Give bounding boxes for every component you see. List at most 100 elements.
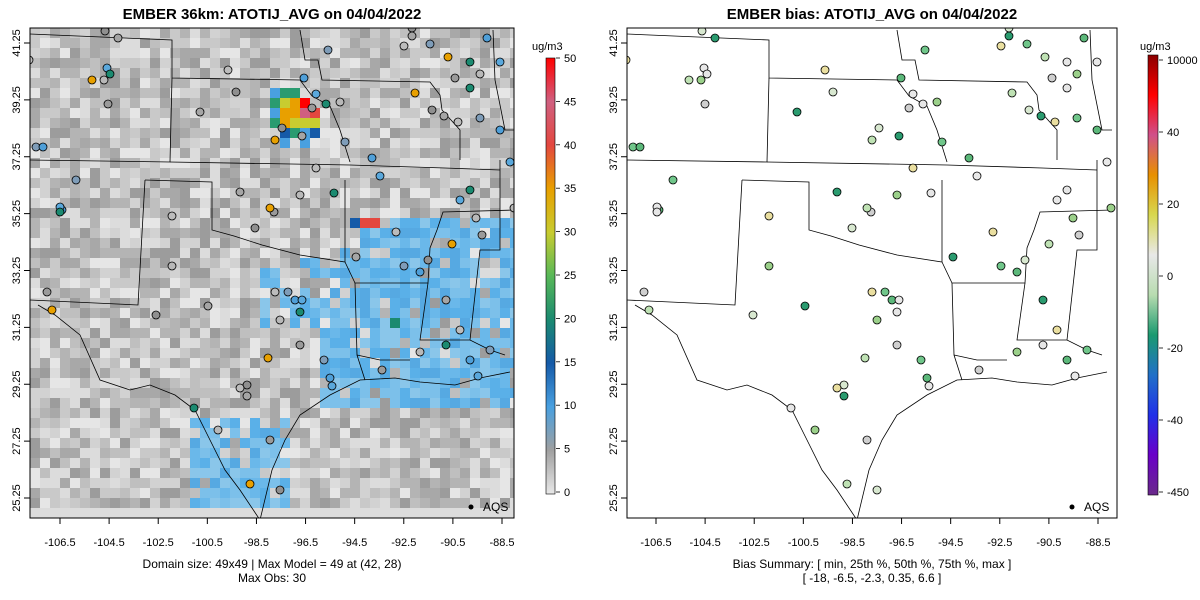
model-grid-cell: [400, 418, 410, 428]
model-grid-cell: [470, 58, 480, 68]
model-grid-cell: [340, 288, 350, 298]
model-grid-cell: [150, 118, 160, 128]
model-grid-cell: [60, 298, 70, 308]
model-grid-cell: [120, 188, 130, 198]
model-grid-cell: [390, 338, 400, 348]
station-marker: [1012, 347, 1022, 357]
model-grid-cell: [280, 408, 290, 418]
model-grid-cell: [240, 328, 250, 338]
model-grid-cell: [440, 418, 450, 428]
model-grid-cell: [30, 218, 40, 228]
model-grid-cell: [390, 418, 400, 428]
station-marker: [399, 41, 409, 51]
model-grid-cell: [280, 58, 290, 68]
model-grid-cell: [100, 218, 110, 228]
model-grid-cell: [30, 58, 40, 68]
model-grid-cell: [130, 78, 140, 88]
model-grid-cell: [230, 408, 240, 418]
model-grid-cell: [280, 438, 290, 448]
model-grid-cell: [380, 318, 390, 328]
station-marker: [918, 99, 928, 109]
model-grid-cell: [180, 198, 190, 208]
model-grid-cell: [340, 68, 350, 78]
model-grid-cell: [390, 268, 400, 278]
model-grid-cell: [80, 438, 90, 448]
model-grid-cell: [120, 268, 130, 278]
model-grid-cell: [40, 238, 50, 248]
model-grid-cell: [310, 408, 320, 418]
model-grid-cell: [460, 248, 470, 258]
model-grid-cell: [320, 78, 330, 88]
model-grid-cell: [370, 288, 380, 298]
model-grid-cell: [300, 258, 310, 268]
model-grid-cell: [150, 268, 160, 278]
model-grid-cell: [90, 258, 100, 268]
model-grid-cell: [490, 148, 500, 158]
model-grid-cell: [420, 168, 430, 178]
model-grid-cell: [220, 478, 230, 488]
station-marker: [367, 153, 377, 163]
model-grid-cell: [220, 338, 230, 348]
right-colorbar: [1147, 54, 1159, 496]
station-marker: [335, 97, 345, 107]
model-grid-cell: [190, 178, 200, 188]
model-grid-cell: [80, 238, 90, 248]
model-grid-cell: [90, 228, 100, 238]
model-grid-cell: [170, 458, 180, 468]
model-grid-cell: [360, 358, 370, 368]
model-grid-cell: [420, 268, 430, 278]
model-grid-cell: [150, 278, 160, 288]
model-grid-cell: [160, 228, 170, 238]
station-marker: [1079, 33, 1089, 43]
model-grid-cell: [390, 488, 400, 498]
model-grid-cell: [400, 218, 410, 228]
model-grid-cell: [120, 328, 130, 338]
model-grid-cell: [340, 508, 350, 518]
model-grid-cell: [80, 58, 90, 68]
model-grid-cell: [260, 368, 270, 378]
model-grid-cell: [340, 58, 350, 68]
model-grid-cell: [250, 308, 260, 318]
model-grid-cell: [160, 278, 170, 288]
model-grid-cell: [140, 128, 150, 138]
model-grid-cell: [470, 38, 480, 48]
model-grid-cell: [480, 258, 490, 268]
model-grid-cell: [420, 58, 430, 68]
model-grid-cell: [220, 298, 230, 308]
model-grid-cell: [130, 118, 140, 128]
model-grid-cell: [330, 158, 340, 168]
station-marker: [485, 345, 495, 355]
model-grid-cell: [410, 488, 420, 498]
model-grid-cell: [210, 328, 220, 338]
model-grid-cell: [130, 348, 140, 358]
station-marker: [764, 261, 774, 271]
model-grid-cell: [480, 78, 490, 88]
model-grid-cell: [510, 468, 514, 478]
model-grid-cell: [200, 218, 210, 228]
model-grid-cell: [350, 358, 360, 368]
model-grid-cell: [270, 418, 280, 428]
model-grid-cell: [40, 28, 50, 38]
station-marker: [996, 41, 1006, 51]
model-grid-cell: [430, 418, 440, 428]
station-marker: [862, 203, 872, 213]
model-grid-cell: [230, 238, 240, 248]
model-grid-cell: [30, 408, 40, 418]
model-grid-cell: [450, 268, 460, 278]
model-grid-cell: [490, 328, 500, 338]
model-grid-cell: [510, 338, 514, 348]
model-grid-cell: [280, 48, 290, 58]
model-grid-cell: [110, 328, 120, 338]
model-grid-cell: [260, 458, 270, 468]
model-grid-cell: [220, 108, 230, 118]
model-grid-cell: [440, 438, 450, 448]
model-grid-cell: [370, 338, 380, 348]
model-grid-cell: [340, 28, 350, 38]
station-marker: [325, 373, 335, 383]
model-grid-cell: [490, 88, 500, 98]
model-grid-cell: [500, 208, 510, 218]
model-grid-cell: [140, 168, 150, 178]
model-grid-cell: [240, 448, 250, 458]
right-station-markers: [627, 28, 1116, 495]
station-marker: [245, 479, 255, 489]
